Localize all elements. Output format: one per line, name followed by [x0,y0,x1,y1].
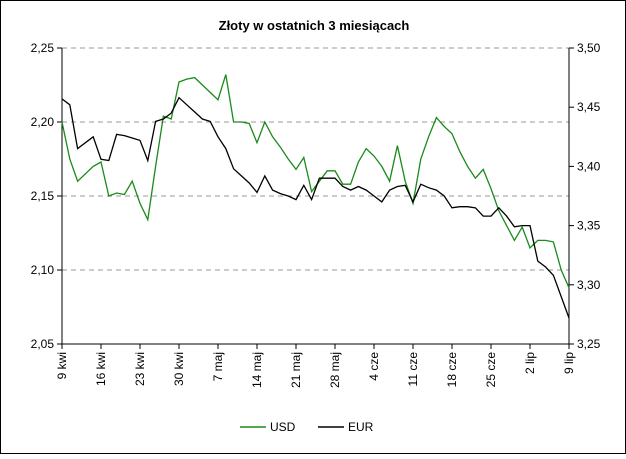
x-tick-label: 11 cze [406,352,420,387]
chart-title: Złoty w ostatnich 3 miesiącach [219,18,410,33]
x-tick-label: 9 lip [562,352,576,374]
x-tick-label: 30 kwi [172,352,186,386]
legend-label: USD [270,420,296,434]
y-tick-label: 2,05 [31,337,55,351]
series-line [61,74,570,289]
x-tick-label: 14 maj [250,352,264,388]
y-tick-label: 2,15 [31,189,55,203]
x-tick-label: 9 kwi [55,352,69,379]
x-tick-label: 28 maj [328,352,342,388]
y2-tick-label: 3,50 [577,41,601,55]
y2-tick-label: 3,30 [577,278,601,292]
x-tick-label: 16 kwi [94,352,108,386]
series-line [61,96,570,319]
legend-label: EUR [348,420,374,434]
y2-tick-label: 3,40 [577,159,601,173]
x-tick-label: 23 kwi [133,352,147,386]
y2-tick-label: 3,35 [577,219,601,233]
x-tick-label: 4 cze [367,352,381,381]
x-tick-label: 2 lip [523,352,537,374]
x-tick-label: 21 maj [289,352,303,388]
x-tick-label: 7 maj [211,352,225,381]
x-tick-label: 18 cze [445,352,459,388]
y2-tick-label: 3,45 [577,100,601,114]
x-tick-label: 25 cze [484,352,498,388]
y-tick-label: 2,25 [31,41,55,55]
y-tick-label: 2,20 [31,115,55,129]
y-tick-label: 2,10 [31,263,55,277]
y2-tick-label: 3,25 [577,337,601,351]
